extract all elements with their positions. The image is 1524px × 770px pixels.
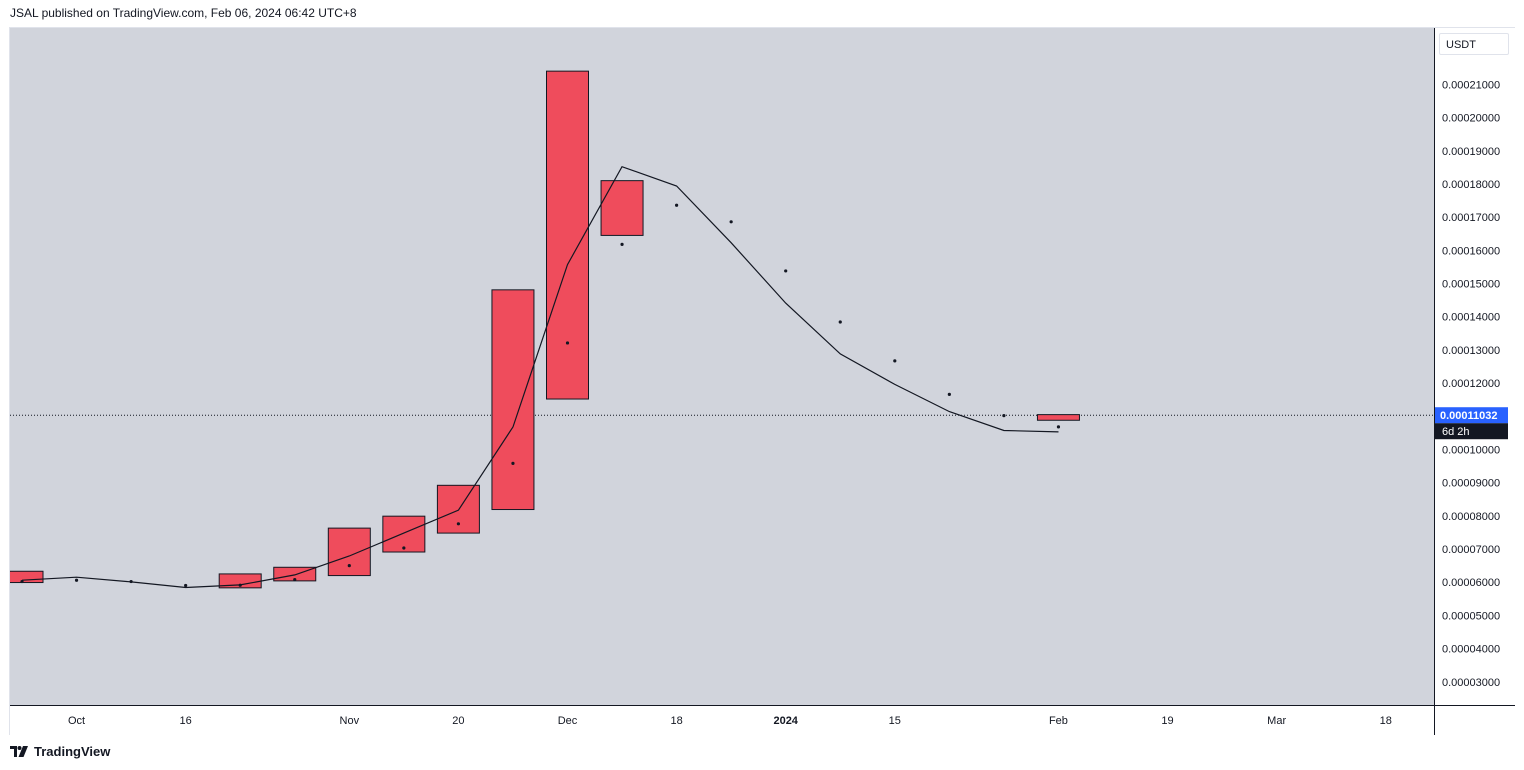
indicator-dot	[238, 583, 242, 587]
indicator-dot	[675, 203, 679, 207]
indicator-dot	[620, 242, 624, 246]
candle	[491, 289, 535, 511]
price-tick-label: 0.00016000	[1442, 245, 1500, 257]
indicator-dot	[20, 579, 24, 584]
price-tick-label: 0.00009000	[1442, 478, 1500, 490]
indicator-dot	[347, 564, 351, 568]
price-tick-label: 0.00006000	[1442, 577, 1500, 589]
time-tick-label: 18	[1380, 715, 1392, 727]
time-tick-label: 18	[670, 715, 682, 727]
time-tick-label: 15	[889, 715, 901, 727]
price-tick-label: 0.00012000	[1442, 378, 1500, 390]
countdown-badge	[1435, 423, 1508, 440]
indicator-dot	[565, 341, 570, 345]
indicator-dot	[1002, 414, 1006, 418]
price-tick-label: 0.00004000	[1442, 644, 1500, 656]
time-tick-label: 19	[1161, 715, 1173, 727]
price-tick-label: 0.00005000	[1442, 610, 1500, 622]
indicator-dot	[784, 269, 788, 273]
indicator-dot	[74, 578, 79, 582]
last-price-badge	[1435, 407, 1508, 424]
price-tick-label: 0.00010000	[1442, 444, 1500, 456]
last-price-label: 0.00011032	[1440, 410, 1498, 422]
candle	[1036, 414, 1080, 421]
price-tick-label: 0.00019000	[1442, 146, 1500, 158]
countdown-label: 6d 2h	[1442, 426, 1470, 438]
indicator-dot	[511, 461, 515, 466]
footer-brand[interactable]: TradingView	[10, 744, 110, 759]
time-tick-label: Nov	[340, 715, 360, 727]
tradingview-logo-icon	[10, 746, 28, 757]
indicator-dot	[129, 579, 133, 584]
candle	[600, 180, 644, 236]
time-tick-label: 16	[180, 715, 192, 727]
scale-corner	[1434, 705, 1515, 735]
time-tick-label: Mar	[1267, 715, 1286, 727]
indicator-dot	[293, 577, 297, 582]
price-tick-label: 0.00013000	[1442, 345, 1500, 357]
price-tick-label: 0.00003000	[1442, 677, 1500, 689]
candle	[546, 70, 589, 400]
candle	[327, 527, 371, 577]
time-tick-label: Oct	[68, 715, 85, 727]
price-tick-label: 0.00007000	[1442, 544, 1500, 556]
indicator-dot	[947, 392, 951, 396]
time-scale[interactable]	[10, 705, 1434, 735]
indicator-dot	[402, 546, 406, 550]
price-tick-label: 0.00021000	[1442, 79, 1500, 91]
indicator-dot	[729, 220, 733, 224]
price-tick-label: 0.00014000	[1442, 312, 1500, 324]
time-tick-label: Dec	[558, 715, 578, 727]
indicator-dot	[893, 359, 897, 363]
currency-label[interactable]: USDT	[1439, 33, 1509, 55]
time-tick-label: Feb	[1049, 715, 1068, 727]
price-tick-label: 0.00020000	[1442, 113, 1500, 125]
price-tick-label: 0.00017000	[1442, 212, 1500, 224]
footer-brand-label: TradingView	[34, 744, 111, 759]
price-tick-label: 0.00008000	[1442, 511, 1500, 523]
indicator-dot	[838, 320, 842, 324]
price-tick-label: 0.00018000	[1442, 179, 1500, 191]
price-tick-label: 0.00015000	[1442, 279, 1500, 291]
price-scale[interactable]	[1434, 28, 1515, 705]
plot-area[interactable]	[10, 28, 1434, 705]
time-tick-label: 2024	[773, 715, 798, 727]
indicator-dot	[456, 522, 460, 526]
indicator-dot	[184, 583, 188, 588]
time-tick-label: 20	[452, 715, 464, 727]
candle	[382, 515, 426, 553]
ma-line	[21, 165, 1059, 589]
publish-info: JSAL published on TradingView.com, Feb 0…	[10, 6, 357, 20]
indicator-dot	[1056, 425, 1061, 429]
plot-layer	[10, 70, 1434, 589]
